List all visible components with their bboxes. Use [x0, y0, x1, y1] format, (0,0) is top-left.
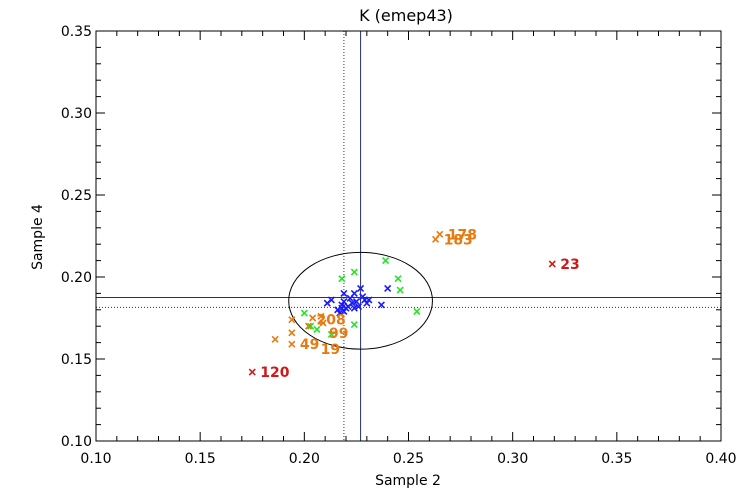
- confidence-ellipse: [288, 251, 433, 350]
- data-points: [248, 230, 556, 376]
- data-point: [363, 299, 371, 307]
- data-point: [340, 289, 348, 297]
- data-point: [350, 304, 358, 312]
- x-tick-label: 0.15: [185, 451, 216, 467]
- x-tick-label: 0.25: [393, 451, 424, 467]
- data-point: [248, 368, 256, 376]
- data-point: [327, 296, 335, 304]
- data-point: [365, 296, 373, 304]
- data-point: [394, 275, 402, 283]
- data-point: [338, 304, 346, 312]
- data-point: [288, 340, 296, 348]
- point-label: 49: [300, 337, 319, 353]
- confidence-ellipse-layer: [288, 251, 433, 350]
- data-point: [350, 320, 358, 329]
- x-tick-label: 0.35: [601, 451, 632, 467]
- axes: 0.10 0.15 0.20 0.25 0.30 0.35 0.40 0.10 0.15 0.20…: [61, 24, 737, 467]
- x-tick-label: 0.10: [80, 451, 111, 467]
- data-point: [357, 284, 365, 293]
- y-tick-label: 0.15: [61, 352, 92, 368]
- data-point: [396, 286, 404, 294]
- y-tick-label: 0.20: [61, 270, 92, 286]
- x-tick-label: 0.40: [705, 451, 736, 467]
- data-point: [348, 299, 356, 307]
- data-point: [288, 329, 296, 337]
- data-point: [307, 322, 315, 330]
- data-point: [271, 335, 279, 343]
- data-point: [300, 309, 308, 317]
- data-point: [309, 314, 317, 322]
- x-tick-label: 0.30: [497, 451, 528, 467]
- data-point: [313, 325, 321, 334]
- chart-title: K (emep43): [359, 6, 453, 25]
- point-label: 23: [560, 257, 579, 273]
- point-label: 19: [321, 342, 340, 358]
- point-label: 183: [444, 232, 473, 248]
- data-point: [288, 316, 296, 324]
- point-label: 178: [448, 227, 477, 243]
- data-point: [319, 319, 327, 327]
- point-label: 208: [317, 313, 346, 329]
- y-tick-label: 0.25: [61, 188, 92, 204]
- y-tick-label: 0.10: [61, 434, 92, 450]
- data-point: [359, 293, 367, 301]
- data-point: [382, 257, 390, 265]
- y-tick-label: 0.30: [61, 106, 92, 122]
- x-tick-label: 0.20: [289, 451, 320, 467]
- data-point: [413, 307, 421, 316]
- data-point: [384, 284, 392, 293]
- plot-frame: [95, 30, 722, 442]
- data-point: [336, 309, 344, 317]
- data-point: [304, 322, 313, 330]
- reference-lines: [96, 31, 721, 441]
- data-point: [548, 260, 556, 268]
- data-point: [327, 330, 335, 338]
- data-point: [377, 301, 385, 309]
- point-label: 99: [329, 326, 348, 342]
- data-point: [317, 312, 325, 320]
- data-point: [350, 268, 358, 276]
- data-point: [436, 230, 444, 238]
- data-point: [338, 275, 346, 283]
- y-tick-label: 0.35: [61, 24, 92, 40]
- x-axis-label: Sample 2: [375, 473, 441, 489]
- data-point: [354, 302, 363, 311]
- data-point: [350, 289, 358, 297]
- y-axis-label: Sample 4: [30, 204, 46, 270]
- point-label: 120: [260, 365, 289, 381]
- data-point: [352, 298, 360, 306]
